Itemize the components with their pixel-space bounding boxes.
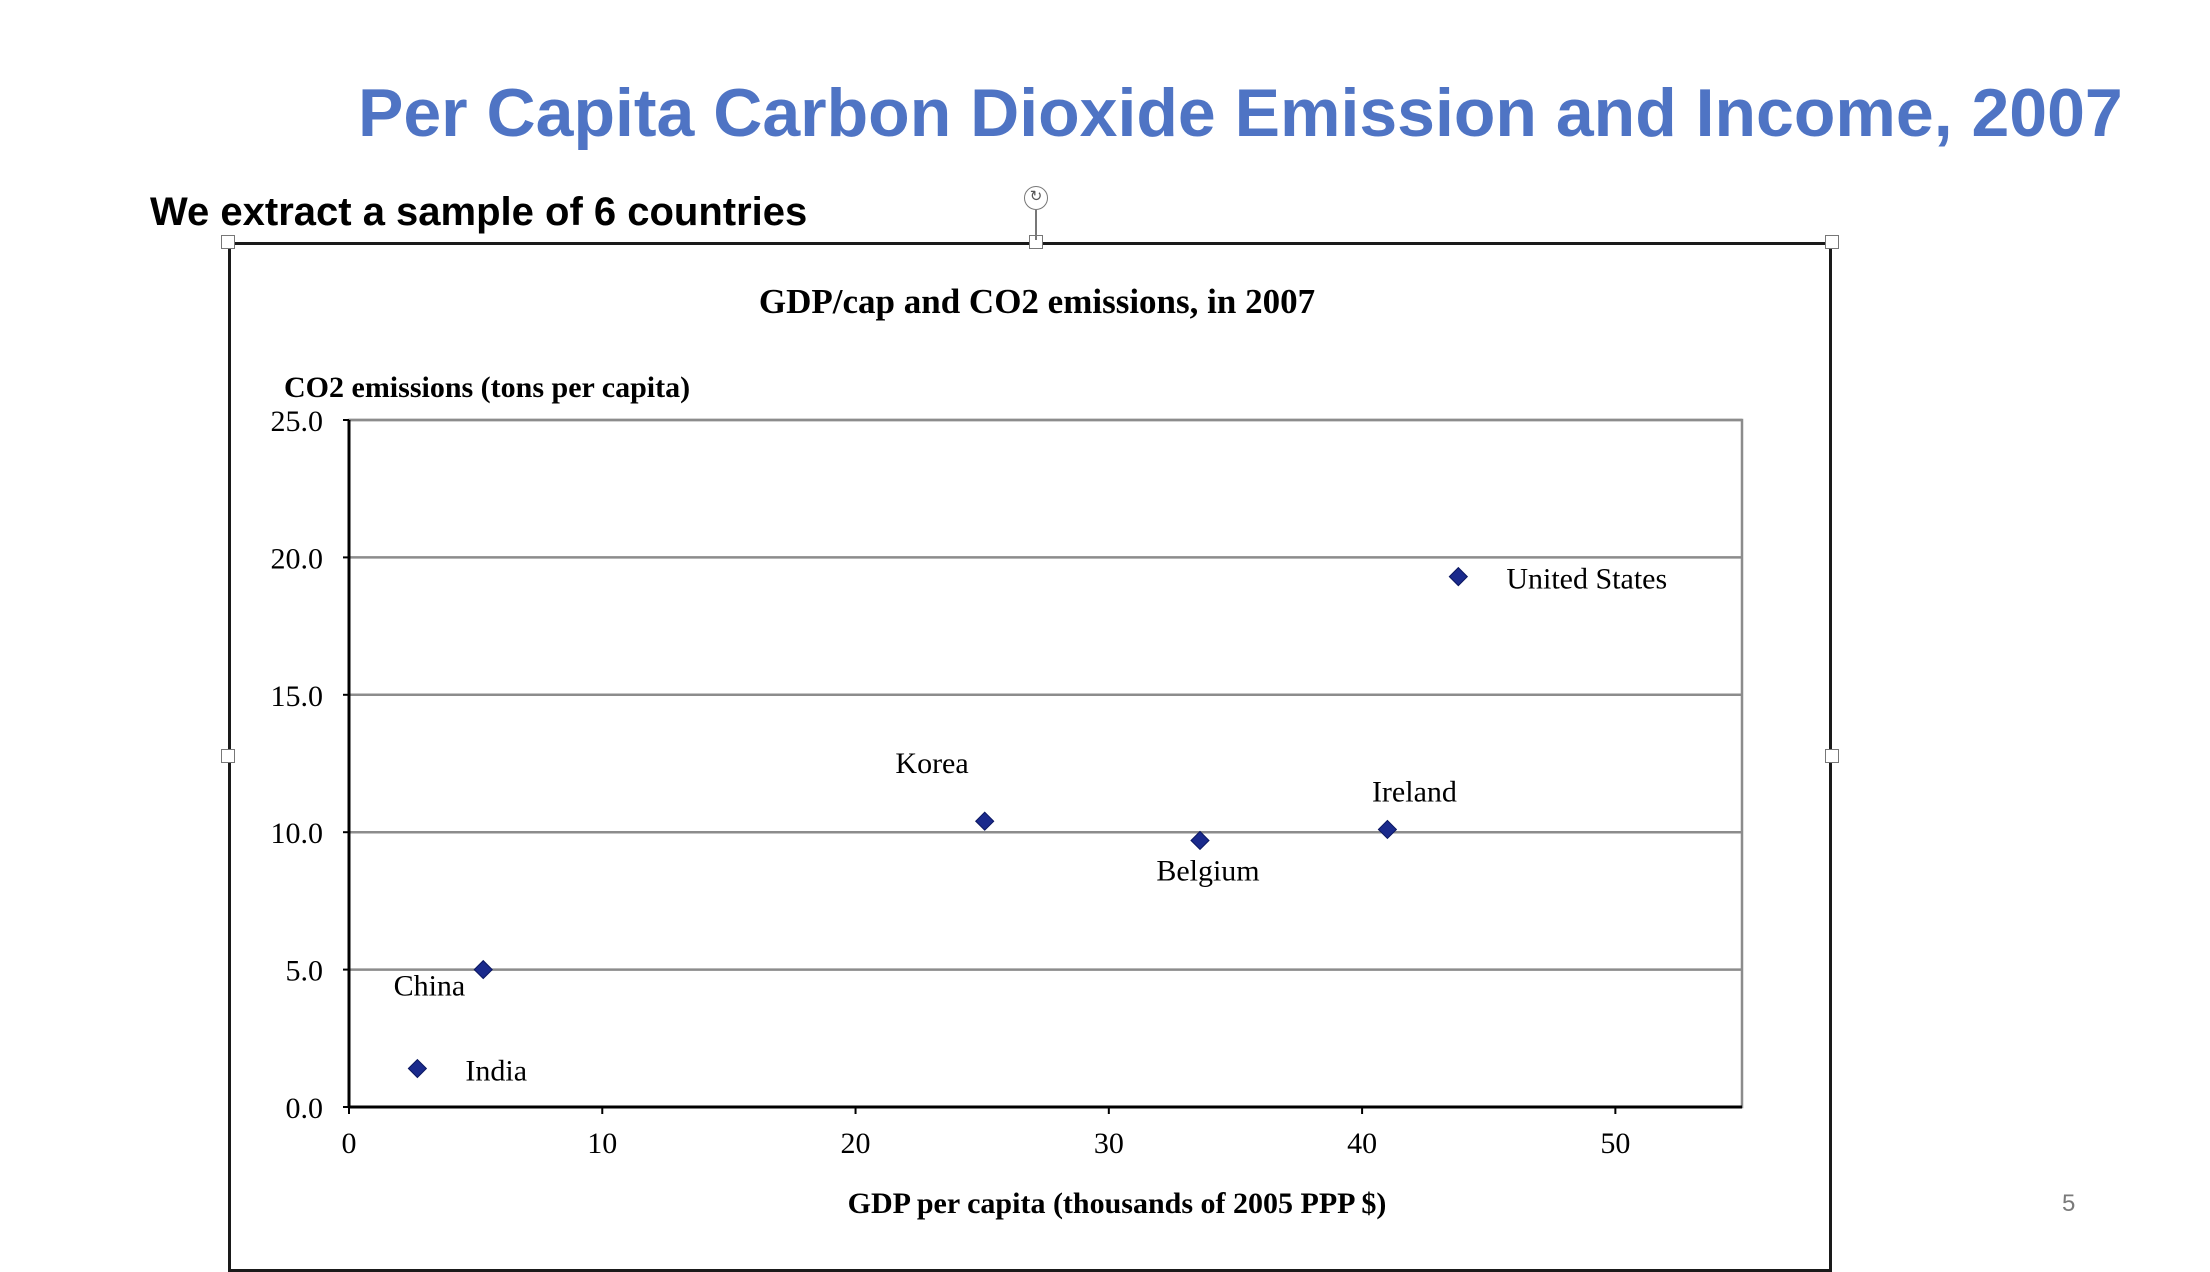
slide-title: Per Capita Carbon Dioxide Emission and I… (358, 75, 2123, 151)
chart-title: GDP/cap and CO2 emissions, in 2007 (759, 282, 1315, 321)
data-label: India (465, 1055, 527, 1088)
data-label: Belgium (1156, 854, 1259, 887)
y-tick-label: 0.0 (286, 1092, 324, 1125)
page-number: 5 (2062, 1190, 2076, 1217)
x-tick-label: 50 (1600, 1127, 1630, 1160)
rotate-handle-stem (1035, 210, 1037, 240)
data-label: Korea (895, 747, 968, 780)
y-axis-label: CO2 emissions (tons per capita) (284, 371, 690, 404)
data-point (407, 1058, 428, 1079)
data-point (975, 811, 995, 831)
data-point (1377, 819, 1398, 840)
data-point (473, 959, 493, 980)
y-tick-label: 25.0 (271, 405, 324, 438)
x-tick-label: 30 (1094, 1127, 1124, 1160)
x-tick-label: 0 (342, 1127, 357, 1160)
y-tick-label: 15.0 (271, 680, 324, 713)
slide-subtitle: We extract a sample of 6 countries (150, 190, 808, 234)
y-tick-label: 10.0 (271, 817, 324, 850)
resize-handle-top-left[interactable] (221, 235, 235, 249)
resize-handle-middle-right[interactable] (1825, 749, 1839, 763)
data-point (1448, 566, 1469, 587)
y-tick-label: 5.0 (286, 955, 324, 988)
x-tick-label: 10 (587, 1127, 617, 1160)
data-point (1190, 830, 1210, 851)
data-label: Ireland (1372, 775, 1457, 808)
data-label: China (394, 970, 466, 1003)
x-tick-label: 20 (841, 1127, 871, 1160)
resize-handle-top-right[interactable] (1825, 235, 1839, 249)
resize-handle-middle-left[interactable] (221, 749, 235, 763)
plot-border (347, 418, 1744, 1109)
x-tick-label: 40 (1347, 1127, 1377, 1160)
x-axis-label: GDP per capita (thousands of 2005 PPP $) (848, 1187, 1387, 1220)
y-tick-label: 20.0 (271, 542, 324, 575)
plot-area: 0.0 5.0 10.0 15.0 20.0 25.0 0 10 20 30 40 50 India Ch… (271, 405, 1744, 1160)
rotate-handle-icon[interactable]: ↻ (1024, 186, 1048, 210)
data-label: United States (1506, 563, 1667, 596)
